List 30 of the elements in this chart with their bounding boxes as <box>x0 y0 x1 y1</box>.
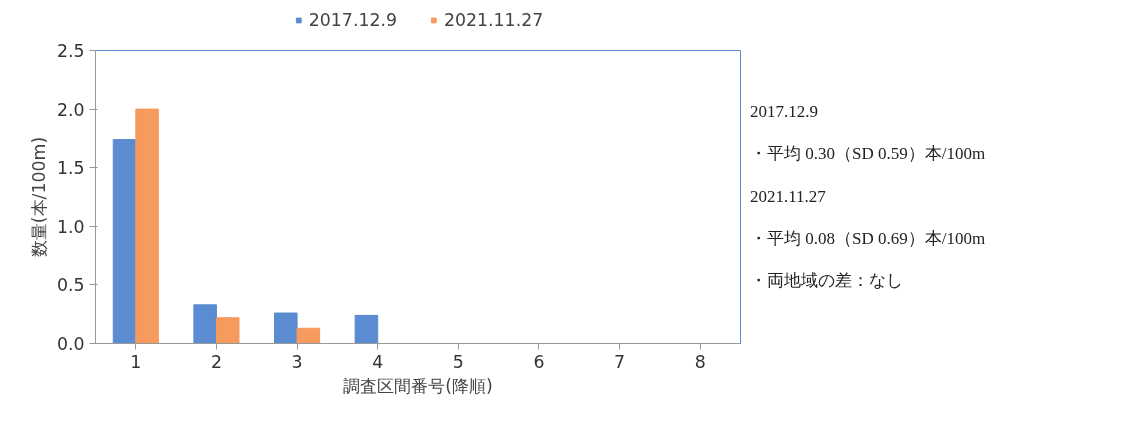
x-tick-label: 8 <box>694 351 706 372</box>
y-axis-title: 数量(本/100m) <box>28 136 49 258</box>
bar <box>215 317 240 344</box>
x-tick-label: 4 <box>372 351 384 372</box>
bar <box>135 108 159 344</box>
bar <box>193 304 217 344</box>
x-tick-label: 6 <box>533 351 545 372</box>
y-tick-label: 2.5 <box>56 41 85 61</box>
bar <box>354 314 379 344</box>
text: ・平均 0.30（SD 0.59）本/100m <box>750 143 986 166</box>
text: 2021.11.27 <box>750 185 827 208</box>
y-tick-label: 0.5 <box>56 275 85 296</box>
text: ・平均 0.08（SD 0.69）本/100m <box>750 227 986 250</box>
y-tick-label: 0.0 <box>56 334 85 354</box>
text: ・両地域の差：なし <box>750 270 904 293</box>
legend-label: 2021.11.27 <box>443 10 544 30</box>
y-tick-label: 1.5 <box>56 158 85 179</box>
text: 2017.12.9 <box>750 101 819 123</box>
y-tick-label: 1.0 <box>56 216 85 237</box>
x-tick-label: 2 <box>210 351 222 372</box>
bar <box>112 139 137 344</box>
x-tick-label: 5 <box>452 351 464 372</box>
bar <box>296 327 321 344</box>
x-tick-label: 7 <box>614 351 626 372</box>
x-tick-label: 3 <box>291 351 303 372</box>
y-tick-label: 2.0 <box>56 99 85 120</box>
x-axis-title: 調査区間番号(降順) <box>343 375 493 396</box>
legend-label: 2017.12.9 <box>308 10 397 30</box>
bar <box>273 312 298 344</box>
x-tick-label: 1 <box>130 351 142 372</box>
